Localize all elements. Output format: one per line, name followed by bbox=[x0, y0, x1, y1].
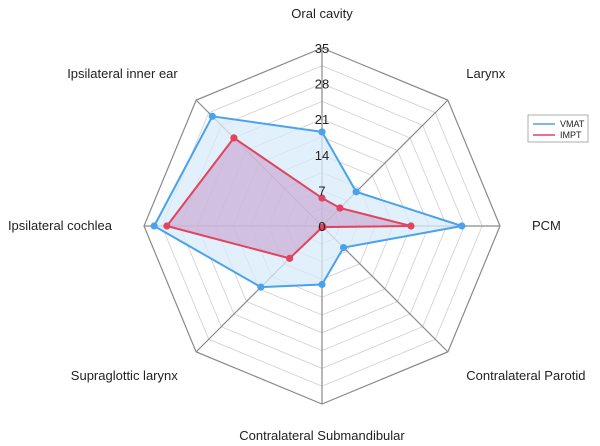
data-point-impt bbox=[230, 134, 238, 142]
tick-label: 7 bbox=[318, 183, 325, 198]
data-point-vmat bbox=[339, 243, 348, 252]
data-point-impt bbox=[318, 223, 326, 232]
axis-label: Larynx bbox=[466, 66, 506, 81]
tick-label: 21 bbox=[315, 112, 329, 127]
radar-series bbox=[150, 112, 466, 291]
axis-label: Oral cavity bbox=[291, 6, 353, 21]
axis-label: Contralateral Parotid bbox=[466, 368, 585, 383]
data-point-impt bbox=[163, 222, 171, 230]
axis-label: PCM bbox=[532, 218, 561, 233]
tick-label: 0 bbox=[318, 219, 325, 234]
data-point-impt bbox=[318, 194, 326, 202]
tick-label: 14 bbox=[315, 148, 329, 163]
axis-label: Ipsilateral cochlea bbox=[8, 218, 113, 233]
data-point-impt bbox=[286, 254, 294, 262]
radar-axis-labels: Oral cavity Larynx PCM Contralateral Paroti… bbox=[8, 6, 586, 443]
tick-label: 35 bbox=[315, 41, 329, 56]
data-point-impt bbox=[336, 204, 344, 212]
data-point-vmat bbox=[318, 280, 326, 289]
data-point-vmat bbox=[318, 128, 326, 136]
data-point-vmat bbox=[352, 188, 360, 196]
data-point-vmat bbox=[150, 222, 158, 230]
legend-label-impt: IMPT bbox=[560, 130, 582, 140]
data-point-vmat bbox=[208, 112, 216, 120]
data-point-vmat bbox=[257, 283, 265, 291]
legend-label-vmat: VMAT bbox=[560, 119, 585, 129]
axis-label: Supraglottic larynx bbox=[71, 368, 178, 383]
data-point-vmat bbox=[458, 222, 466, 230]
tick-label: 28 bbox=[315, 77, 329, 92]
legend: VMAT IMPT bbox=[527, 114, 589, 143]
legend-box bbox=[527, 114, 589, 143]
axis-label: Contralateral Submandibular bbox=[239, 428, 405, 443]
axis-label: Ipsilateral inner ear bbox=[67, 66, 178, 81]
data-point-impt bbox=[407, 222, 415, 230]
radar-tick-labels: 0 7 14 21 28 35 bbox=[315, 41, 329, 234]
